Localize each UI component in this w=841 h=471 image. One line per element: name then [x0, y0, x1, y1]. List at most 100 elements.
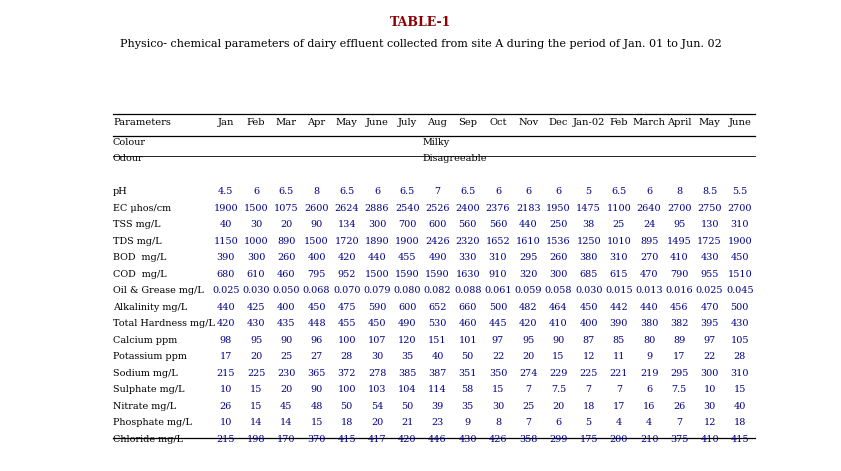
Text: 500: 500	[489, 303, 507, 312]
Text: May: May	[699, 118, 721, 127]
Text: 2750: 2750	[697, 204, 722, 213]
Text: 170: 170	[277, 435, 295, 444]
Text: 0.068: 0.068	[303, 286, 331, 295]
Text: 54: 54	[371, 402, 383, 411]
Text: 107: 107	[368, 336, 386, 345]
Text: 450: 450	[579, 303, 598, 312]
Text: 310: 310	[489, 253, 507, 262]
Text: 7: 7	[525, 385, 532, 394]
Text: 370: 370	[307, 435, 325, 444]
Text: 130: 130	[701, 220, 719, 229]
Text: 310: 310	[731, 369, 749, 378]
Text: June: June	[366, 118, 389, 127]
Text: 425: 425	[246, 303, 265, 312]
Text: Colour: Colour	[113, 138, 146, 147]
Text: 230: 230	[278, 369, 295, 378]
Text: 430: 430	[246, 319, 265, 328]
Text: EC μhos/cm: EC μhos/cm	[113, 204, 171, 213]
Text: 1475: 1475	[576, 204, 601, 213]
Text: 420: 420	[217, 319, 235, 328]
Text: 134: 134	[337, 220, 356, 229]
Text: 6.5: 6.5	[399, 187, 415, 196]
Text: 365: 365	[307, 369, 325, 378]
Text: Disagreeable: Disagreeable	[422, 154, 487, 163]
Text: 104: 104	[398, 385, 416, 394]
Text: 320: 320	[519, 270, 537, 279]
Text: 30: 30	[371, 352, 383, 361]
Text: 9: 9	[464, 418, 471, 427]
Text: 4: 4	[616, 418, 622, 427]
Text: 16: 16	[643, 402, 655, 411]
Text: 30: 30	[250, 220, 262, 229]
Text: 35: 35	[462, 402, 473, 411]
Text: 6: 6	[646, 385, 652, 394]
Text: 1590: 1590	[395, 270, 420, 279]
Text: 1075: 1075	[274, 204, 299, 213]
Text: 680: 680	[217, 270, 235, 279]
Text: Chloride mg/L: Chloride mg/L	[113, 435, 183, 444]
Text: 2700: 2700	[727, 204, 752, 213]
Text: 15: 15	[250, 402, 262, 411]
Text: 20: 20	[280, 385, 293, 394]
Text: 600: 600	[398, 303, 416, 312]
Text: 30: 30	[492, 402, 504, 411]
Text: 1590: 1590	[426, 270, 450, 279]
Text: 215: 215	[217, 369, 235, 378]
Text: 400: 400	[307, 253, 325, 262]
Text: 2700: 2700	[667, 204, 691, 213]
Text: 278: 278	[368, 369, 386, 378]
Text: 219: 219	[640, 369, 659, 378]
Text: 2183: 2183	[516, 204, 541, 213]
Text: 0.061: 0.061	[484, 286, 512, 295]
Text: 1536: 1536	[546, 237, 571, 246]
Text: 1610: 1610	[516, 237, 541, 246]
Text: Oct: Oct	[489, 118, 506, 127]
Text: 4: 4	[646, 418, 653, 427]
Text: 2526: 2526	[426, 204, 450, 213]
Text: 120: 120	[398, 336, 416, 345]
Text: 0.025: 0.025	[212, 286, 240, 295]
Text: 210: 210	[640, 435, 659, 444]
Text: 295: 295	[519, 253, 537, 262]
Text: 420: 420	[337, 253, 356, 262]
Text: 5.5: 5.5	[733, 187, 748, 196]
Text: 39: 39	[431, 402, 443, 411]
Text: 22: 22	[703, 352, 716, 361]
Text: 95: 95	[674, 220, 685, 229]
Text: 20: 20	[371, 418, 383, 427]
Text: 475: 475	[337, 303, 356, 312]
Text: 1900: 1900	[727, 237, 752, 246]
Text: 50: 50	[462, 352, 473, 361]
Text: 446: 446	[428, 435, 447, 444]
Text: 10: 10	[220, 418, 232, 427]
Text: 0.016: 0.016	[665, 286, 693, 295]
Text: 89: 89	[674, 336, 685, 345]
Text: 221: 221	[610, 369, 628, 378]
Text: Sep: Sep	[458, 118, 477, 127]
Text: 0.030: 0.030	[575, 286, 602, 295]
Text: 6.5: 6.5	[339, 187, 354, 196]
Text: 40: 40	[220, 220, 232, 229]
Text: 0.082: 0.082	[424, 286, 452, 295]
Text: 0.045: 0.045	[726, 286, 754, 295]
Text: 90: 90	[310, 220, 323, 229]
Text: 0.013: 0.013	[635, 286, 663, 295]
Text: 1250: 1250	[576, 237, 601, 246]
Text: BOD  mg/L: BOD mg/L	[113, 253, 167, 262]
Text: 372: 372	[337, 369, 356, 378]
Text: 615: 615	[610, 270, 628, 279]
Text: Physico- chemical parameters of dairy effluent collected from site A during the : Physico- chemical parameters of dairy ef…	[119, 39, 722, 49]
Text: 590: 590	[368, 303, 386, 312]
Text: 330: 330	[458, 253, 477, 262]
Text: 97: 97	[703, 336, 716, 345]
Text: 7: 7	[525, 418, 532, 427]
Text: 500: 500	[731, 303, 749, 312]
Text: 2320: 2320	[456, 237, 480, 246]
Text: 80: 80	[643, 336, 655, 345]
Text: 0.058: 0.058	[545, 286, 572, 295]
Text: 23: 23	[431, 418, 443, 427]
Text: 1900: 1900	[214, 204, 238, 213]
Text: 11: 11	[612, 352, 625, 361]
Text: 358: 358	[519, 435, 537, 444]
Text: Potassium ppm: Potassium ppm	[113, 352, 187, 361]
